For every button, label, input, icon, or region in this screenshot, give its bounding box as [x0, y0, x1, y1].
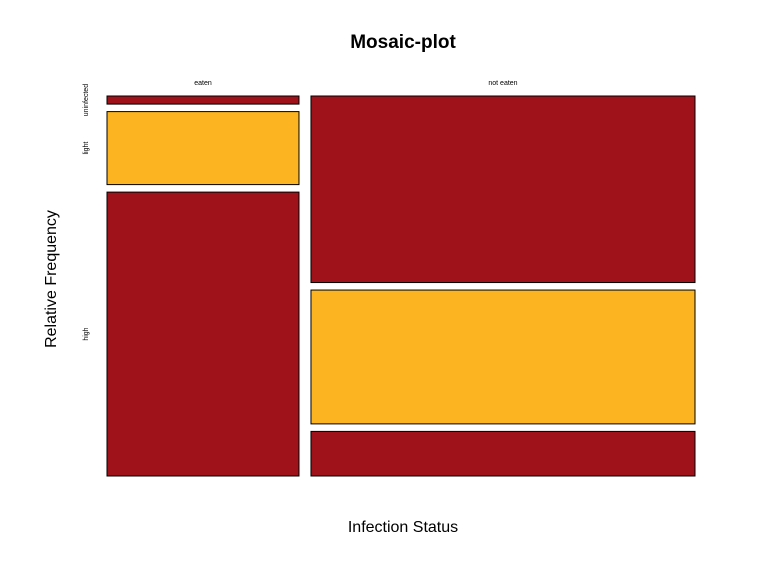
tile-not-eaten-high — [310, 430, 696, 477]
tile-eaten-high — [106, 191, 300, 477]
y-axis-label: Relative Frequency — [43, 210, 60, 348]
tile-eaten-uninfected — [106, 95, 300, 105]
tile-not-eaten-light — [310, 289, 696, 425]
tile-eaten-light — [106, 111, 300, 186]
tile-not-eaten-uninfected — [310, 95, 696, 284]
column-label-eaten: eaten — [194, 80, 212, 87]
x-axis-label: Infection Status — [348, 519, 458, 536]
column-label-not-eaten: not eaten — [488, 80, 517, 87]
chart-title: Mosaic-plot — [350, 32, 456, 53]
row-labels: uninfected light high — [83, 84, 90, 341]
row-label-high: high — [83, 327, 90, 340]
row-label-uninfected: uninfected — [83, 84, 90, 116]
row-label-light: light — [83, 142, 90, 155]
column-labels: eaten not eaten — [194, 80, 517, 87]
mosaic-tiles — [106, 95, 696, 477]
